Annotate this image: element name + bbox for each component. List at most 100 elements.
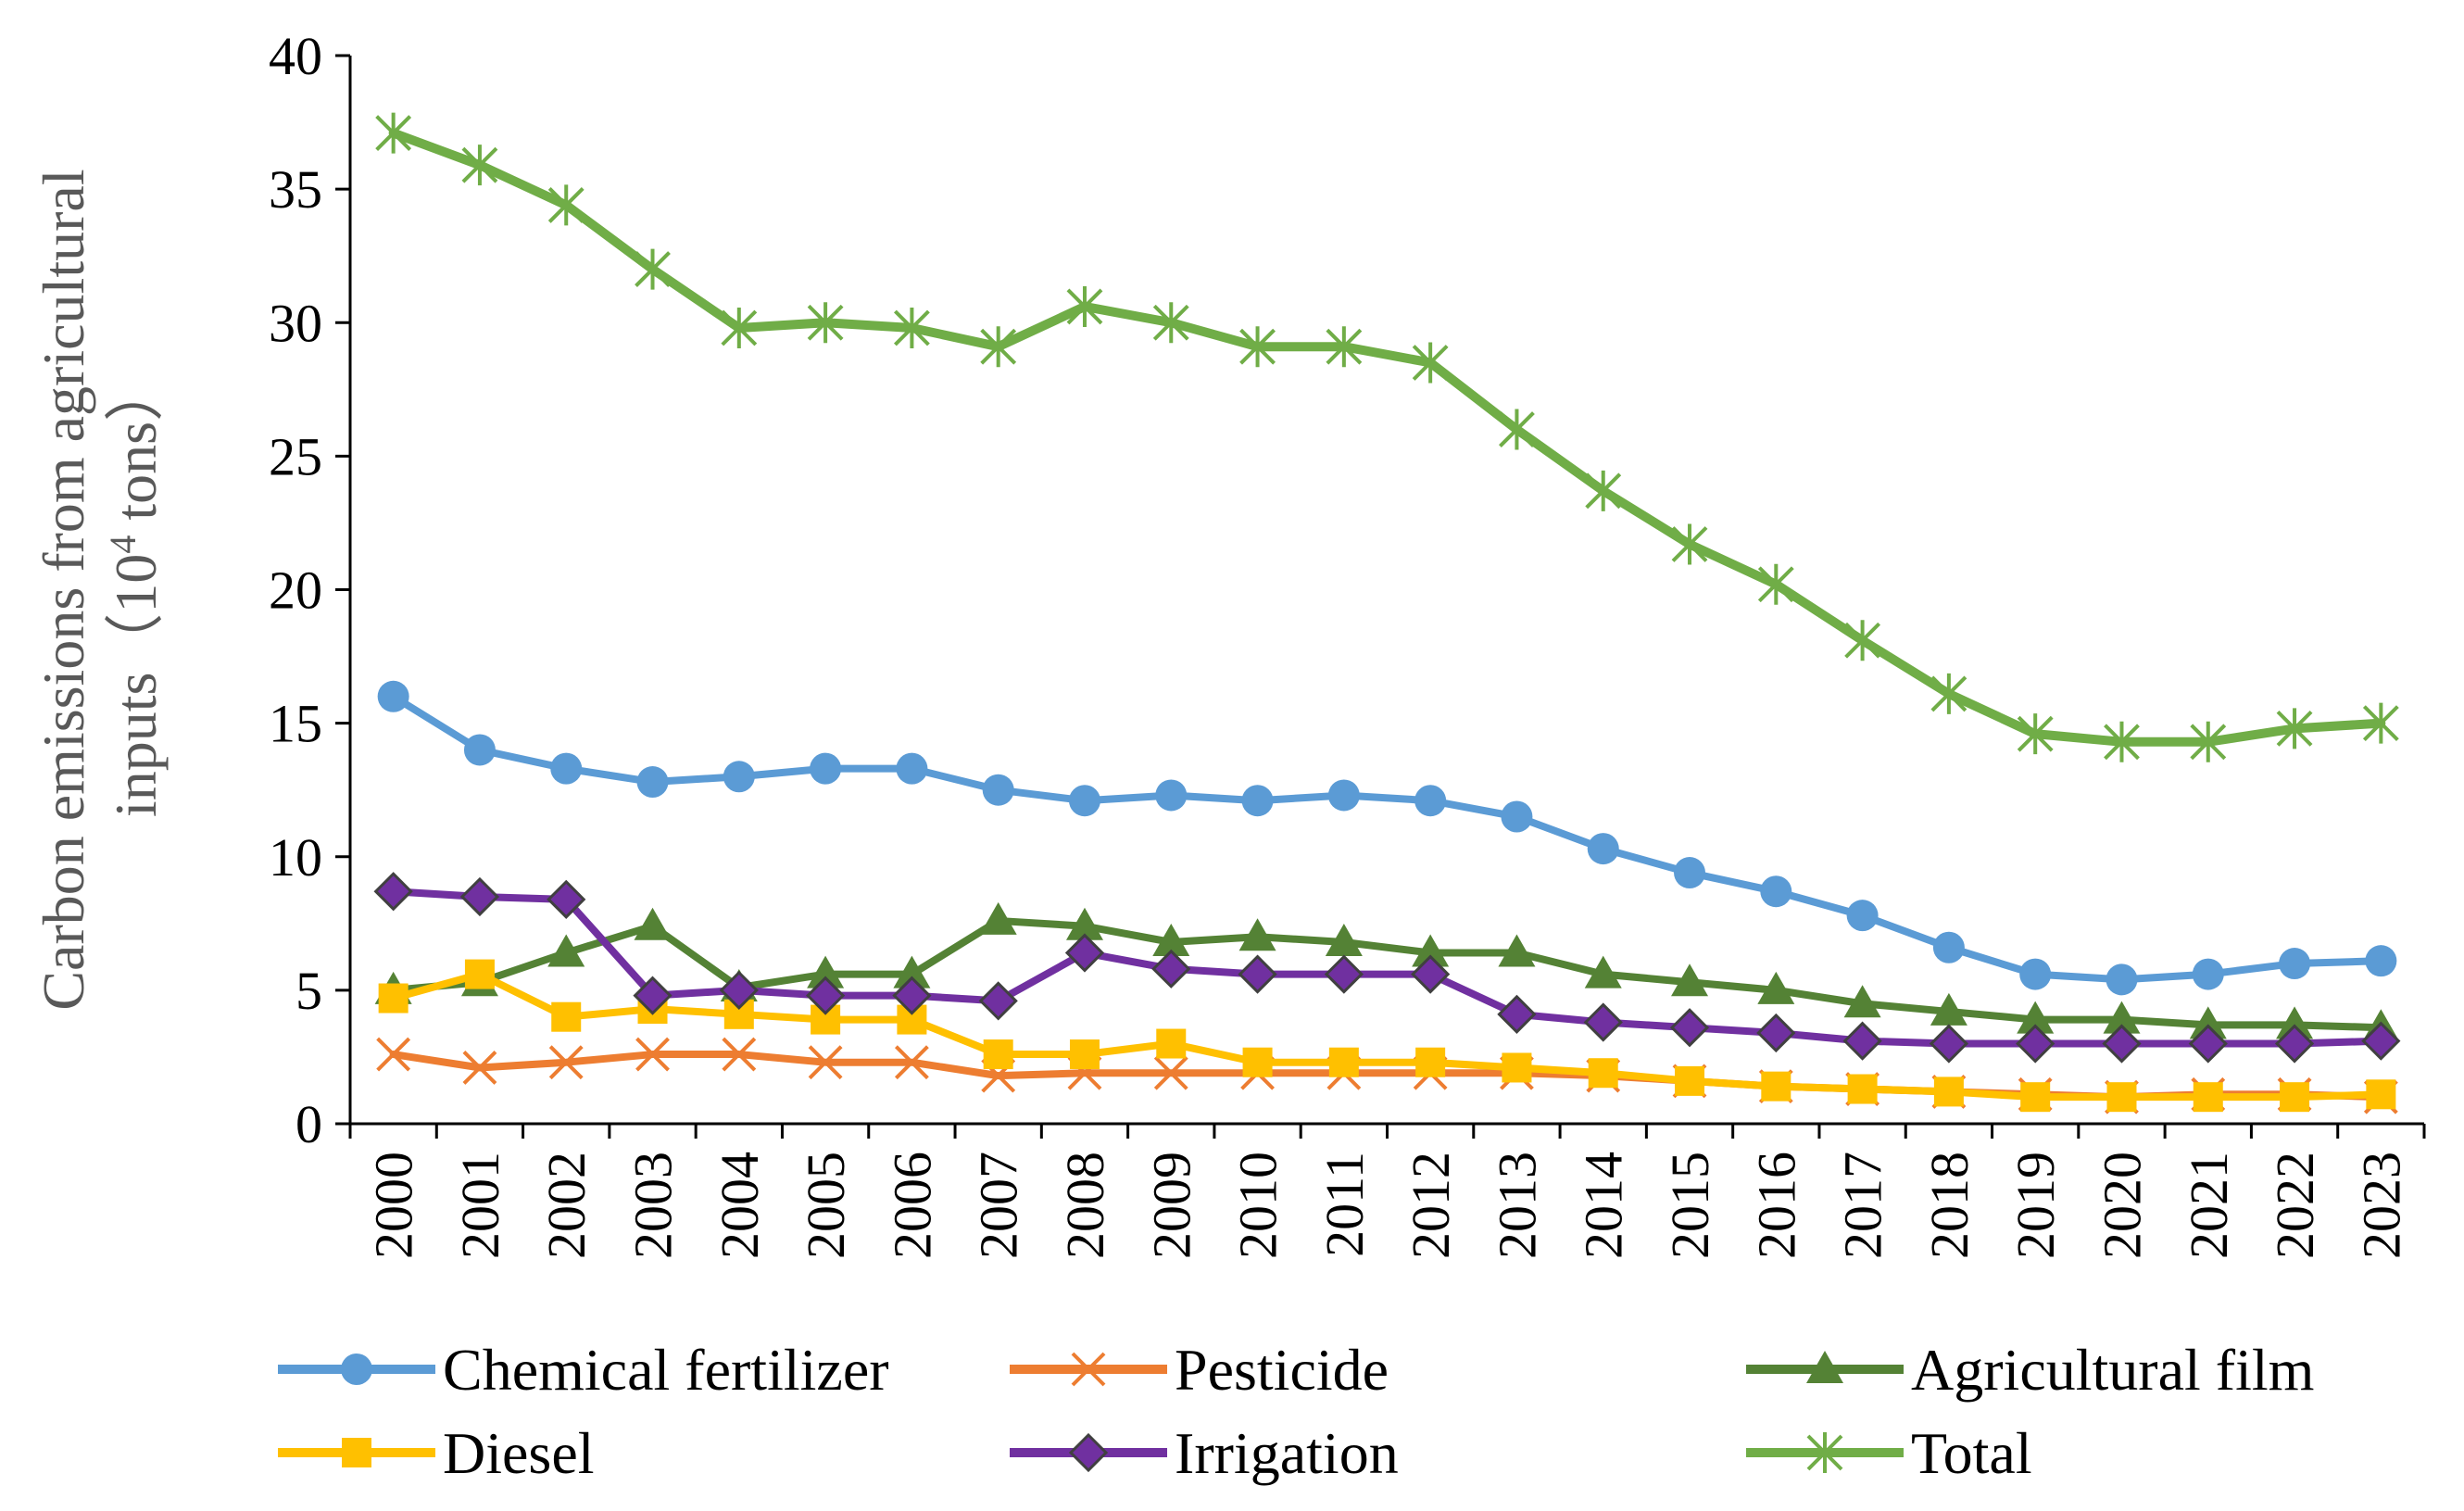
x-tick-label: 2005 [796,1152,856,1259]
data-point-chemical-fertilizer [1760,875,1792,908]
data-point-chemical-fertilizer [1414,785,1447,817]
data-point-total [2104,721,2140,762]
data-point-agricultural-film [1671,963,1709,997]
x-tick-label: 2002 [536,1152,597,1259]
y-axis-label: Carbon emissions from agricultural inputs… [31,169,169,1010]
series-line-total [388,128,2386,747]
x-tick-label: 2001 [450,1152,510,1259]
data-point-irrigation [719,970,759,1010]
x-tick-label: 2019 [2005,1152,2066,1259]
legend-label-pesticide: Pesticide [1175,1337,1389,1403]
data-point-total [1499,409,1535,450]
data-point-irrigation [2016,1024,2055,1064]
data-point-agricultural-film [1065,907,1103,940]
data-point-agricultural-film [893,955,931,988]
data-point-total [1671,523,1708,565]
data-point-agricultural-film [2276,1006,2314,1039]
data-point-diesel [2106,1082,2137,1113]
data-point-total [807,302,844,344]
series-diesel [378,959,2396,1113]
data-point-total [1412,342,1449,384]
data-point-irrigation [1238,954,1277,994]
series-total [375,112,2399,762]
x-tick-label: 2004 [710,1152,770,1259]
legend-label-total: Total [1911,1420,2032,1486]
data-point-irrigation [1411,954,1451,994]
data-point-irrigation [633,976,673,1015]
legend-item-total: Total [1746,1420,2032,1486]
series-layer [373,112,2401,1114]
x-tick-label: 2016 [1746,1152,1806,1259]
x-tick-label: 2000 [364,1152,424,1259]
data-point-chemical-fertilizer [982,774,1014,806]
data-point-diesel [1502,1052,1532,1083]
data-point-irrigation [1756,1013,1796,1053]
data-point-irrigation [1669,1008,1710,1048]
axes [335,54,2426,1139]
data-point-chemical-fertilizer [1932,931,1965,963]
legend-label-chemical-fertilizer: Chemical fertilizer [443,1337,889,1403]
x-tick-label: 2012 [1401,1152,1461,1259]
data-point-chemical-fertilizer [1327,779,1360,812]
data-point-total [375,112,412,154]
data-point-agricultural-film [1238,918,1276,951]
x-tick-labels: 2000 2001 2002 2003 2004 2005 2006 2007 2008 2009… [364,1152,2412,1259]
data-point-total [1844,620,1881,661]
data-point-irrigation [1929,1024,1969,1064]
x-tick-label: 2021 [2179,1152,2239,1259]
data-point-irrigation [1064,933,1105,973]
y-tick-labels: 0 5 10 15 20 25 30 35 40 [269,26,322,1154]
data-point-total [635,248,671,290]
data-point-agricultural-film [1498,934,1536,967]
data-point-irrigation [459,876,500,917]
data-point-irrigation [2274,1024,2315,1064]
y-tick-label: 5 [295,961,322,1021]
data-point-chemical-fertilizer [1674,857,1706,889]
data-point-pesticide [894,1045,929,1080]
data-point-agricultural-film [1412,934,1450,967]
legend-item-irrigation: Irrigation [1010,1420,1399,1486]
data-point-chemical-fertilizer [550,752,583,785]
y-tick-label: 0 [295,1094,322,1154]
data-point-diesel [1933,1077,1964,1107]
data-point-diesel [1847,1074,1878,1104]
y-tick-label: 25 [269,426,322,486]
legend-marker-agricultural-film [1806,1351,1843,1383]
data-point-diesel [1415,1047,1446,1077]
data-point-chemical-fertilizer [1155,779,1188,812]
data-point-diesel [551,1001,582,1032]
x-tick-label: 2022 [2265,1152,2325,1259]
data-point-diesel [1069,1039,1100,1070]
data-point-chemical-fertilizer [1241,785,1274,817]
data-point-total [721,308,758,349]
data-point-agricultural-film [1843,985,1881,1018]
data-point-chemical-fertilizer [2106,963,2138,996]
data-point-diesel [2280,1082,2310,1113]
data-point-chemical-fertilizer [810,752,842,785]
x-tick-label: 2020 [2092,1152,2152,1259]
data-point-chemical-fertilizer [2279,948,2311,980]
x-tick-label: 2006 [882,1152,942,1259]
x-tick-label: 2003 [623,1152,684,1259]
data-point-irrigation [892,976,932,1015]
data-point-chemical-fertilizer [463,734,496,766]
data-point-total [980,326,1017,368]
y-axis-label-line-2: inputs（104 tons） [102,362,170,817]
data-point-agricultural-film [1930,992,1967,1026]
legend-marker-pesticide [1071,1352,1106,1387]
legend-label-diesel: Diesel [443,1420,595,1486]
data-point-total [1239,326,1276,368]
x-tick-label: 2018 [1919,1152,1980,1259]
data-point-chemical-fertilizer [2019,958,2052,990]
data-point-diesel [2020,1082,2051,1113]
data-point-diesel [1675,1065,1705,1096]
data-point-agricultural-film [634,907,672,940]
data-point-agricultural-film [547,934,585,967]
legend-label-agricultural-film: Agricultural film [1911,1337,2314,1403]
data-point-irrigation [547,879,586,919]
data-point-total [893,308,930,349]
x-tick-label: 2023 [2351,1152,2411,1259]
legend-label-irrigation: Irrigation [1175,1420,1399,1486]
data-point-agricultural-film [1584,955,1622,988]
